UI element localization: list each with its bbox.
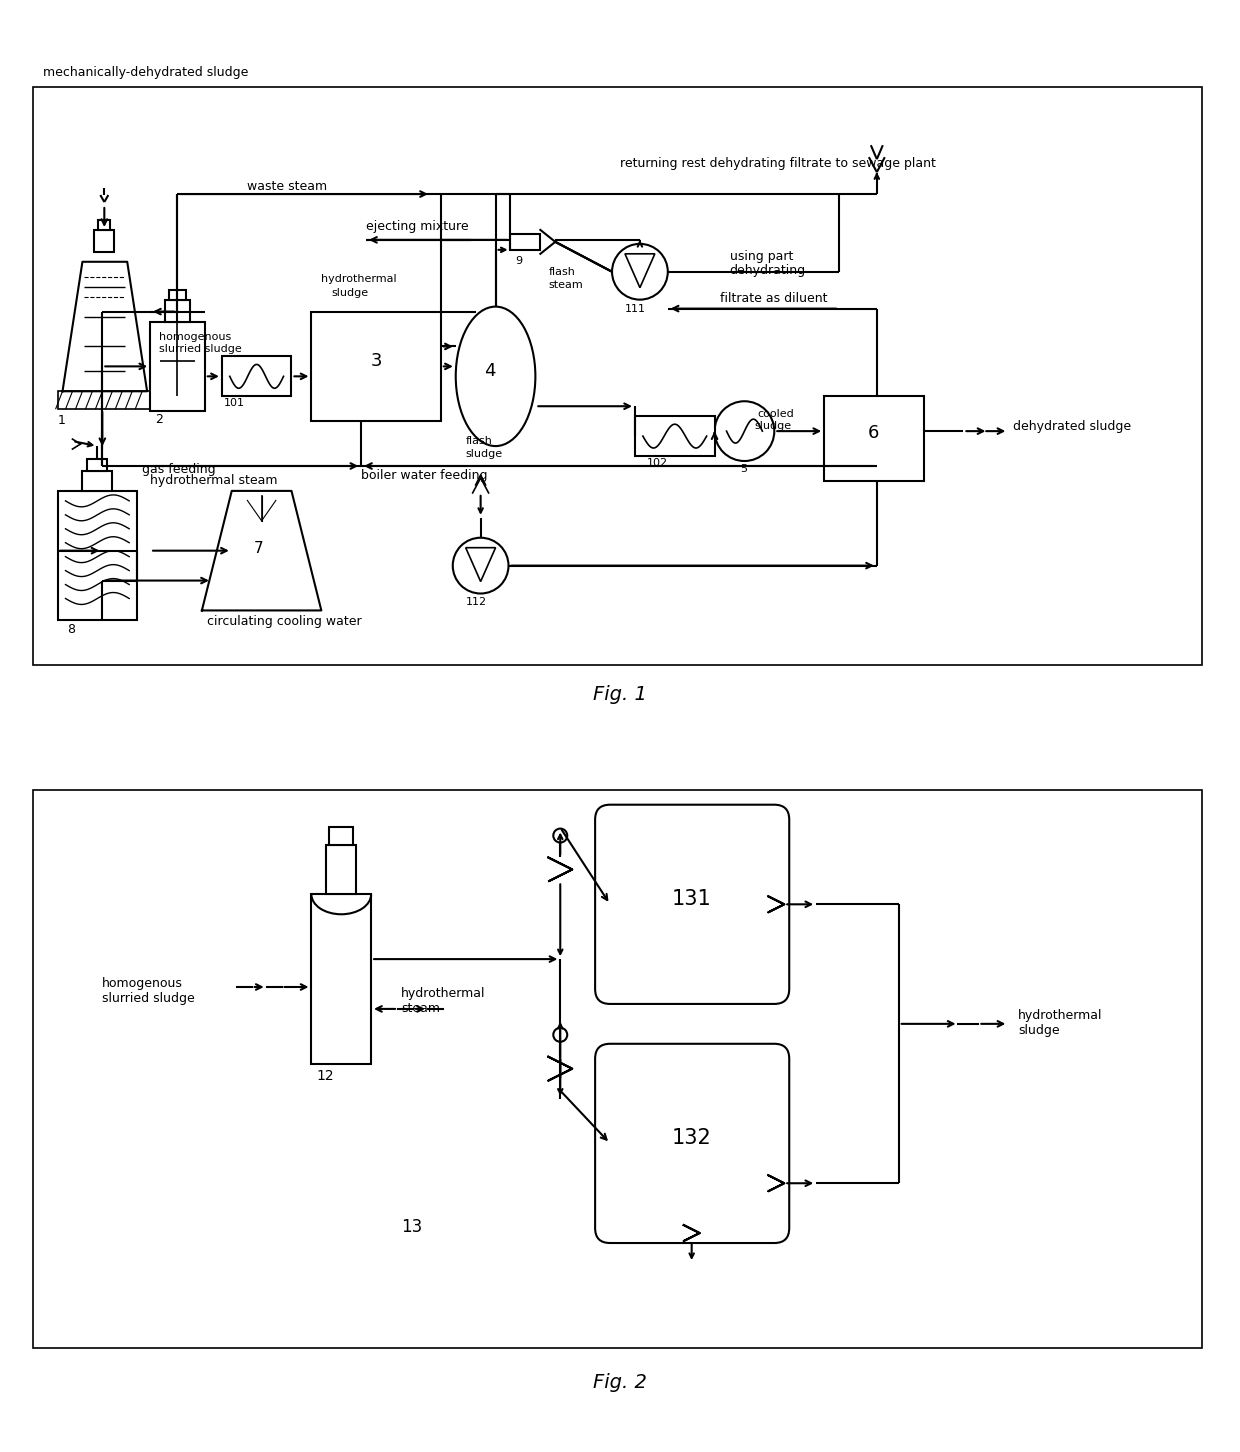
Circle shape (714, 401, 774, 462)
Text: 112: 112 (466, 597, 487, 607)
Text: dehydrated sludge: dehydrated sludge (1013, 420, 1131, 433)
Text: 131: 131 (672, 889, 712, 909)
Text: 102: 102 (647, 457, 668, 468)
Bar (150, 321, 205, 411)
Text: dehydrating: dehydrating (729, 264, 806, 277)
Bar (311, 312, 440, 421)
Text: flash: flash (466, 436, 492, 446)
Text: returning rest dehydrating filtrate to sewage plant: returning rest dehydrating filtrate to s… (620, 157, 936, 170)
Bar (169, 290, 186, 299)
Bar (511, 234, 541, 250)
Text: sludge: sludge (331, 287, 368, 298)
Text: 9: 9 (516, 256, 522, 266)
Text: hydrothermal: hydrothermal (401, 987, 486, 1000)
Text: homogenous: homogenous (159, 331, 232, 341)
Text: homogenous: homogenous (103, 977, 184, 990)
FancyBboxPatch shape (595, 804, 789, 1003)
Bar (82, 470, 113, 491)
Text: circulating cooling water: circulating cooling water (207, 616, 362, 629)
Bar (635, 417, 714, 456)
Bar (326, 845, 356, 894)
Text: flash: flash (548, 267, 575, 277)
Text: Fig. 1: Fig. 1 (593, 685, 647, 704)
Text: 101: 101 (223, 398, 244, 408)
Bar (94, 229, 114, 251)
Text: 8: 8 (67, 623, 76, 636)
Text: cooled: cooled (758, 409, 794, 420)
Text: 1: 1 (57, 414, 66, 427)
Bar (98, 219, 110, 229)
Text: hydrothermal steam: hydrothermal steam (150, 473, 278, 486)
Bar (87, 459, 108, 470)
Text: 2: 2 (155, 414, 162, 427)
Text: boiler water feeding: boiler water feeding (361, 469, 487, 482)
Bar (222, 356, 291, 396)
Text: gas feeding: gas feeding (143, 463, 216, 476)
Circle shape (553, 829, 567, 842)
Circle shape (553, 1028, 567, 1041)
Text: 6: 6 (868, 424, 879, 441)
Text: sludge: sludge (754, 421, 791, 431)
Text: slurried sludge: slurried sludge (103, 992, 195, 1005)
Text: 3: 3 (371, 353, 382, 370)
Ellipse shape (456, 306, 536, 446)
Text: 111: 111 (625, 303, 646, 314)
Text: 7: 7 (254, 540, 263, 556)
Text: 132: 132 (672, 1128, 712, 1149)
Bar (165, 299, 190, 321)
Text: mechanically-dehydrated sludge: mechanically-dehydrated sludge (42, 65, 248, 78)
Bar (32, 790, 1203, 1347)
Text: 5: 5 (740, 465, 748, 473)
Polygon shape (625, 254, 655, 287)
Text: 12: 12 (316, 1069, 334, 1083)
Text: sludge: sludge (1018, 1024, 1060, 1037)
Text: waste steam: waste steam (247, 180, 327, 193)
Text: 13: 13 (401, 1218, 423, 1236)
Bar (825, 396, 924, 481)
Text: hydrothermal: hydrothermal (321, 274, 397, 283)
Text: ejecting mixture: ejecting mixture (366, 219, 469, 232)
Bar (57, 391, 153, 409)
Bar (311, 894, 371, 1064)
Circle shape (613, 244, 668, 299)
Bar (330, 826, 353, 845)
Circle shape (453, 537, 508, 594)
Text: sludge: sludge (466, 449, 502, 459)
Text: Fig. 2: Fig. 2 (593, 1372, 647, 1391)
Bar (32, 87, 1203, 665)
Text: hydrothermal: hydrothermal (1018, 1009, 1102, 1022)
Text: steam: steam (548, 280, 583, 290)
Bar (57, 491, 138, 620)
Text: using part: using part (729, 250, 792, 263)
Text: 4: 4 (484, 363, 495, 380)
Text: slurried sludge: slurried sludge (159, 344, 242, 354)
Polygon shape (466, 547, 496, 582)
Text: filtrate as diluent: filtrate as diluent (719, 292, 827, 305)
Text: steam: steam (401, 1002, 440, 1015)
FancyBboxPatch shape (595, 1044, 789, 1243)
